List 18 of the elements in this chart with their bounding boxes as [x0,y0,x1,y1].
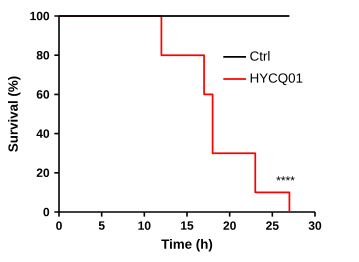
y-tick-label: 60 [36,90,50,99]
y-axis-title: Survival (%) [8,76,20,152]
legend-label: HYCQ01 [250,73,302,86]
y-tick-label: 80 [36,50,50,60]
x-tick-label: 10 [138,221,151,230]
x-tick-label: 0 [56,221,62,230]
y-tick-label: 40 [36,129,50,138]
x-tick-label: 30 [308,221,322,230]
legend-label: Ctrl [250,51,270,61]
x-tick-label: 25 [266,221,279,230]
y-tick-label: 100 [30,12,50,20]
x-tick-label: 20 [223,221,236,230]
x-tick-label: 5 [98,221,105,230]
y-tick-label: 20 [36,168,50,178]
x-axis-title: Time (h) [161,239,212,252]
annotation: **** [276,176,295,181]
y-tick-label: 0 [43,208,50,216]
x-tick-label: 15 [181,221,194,230]
